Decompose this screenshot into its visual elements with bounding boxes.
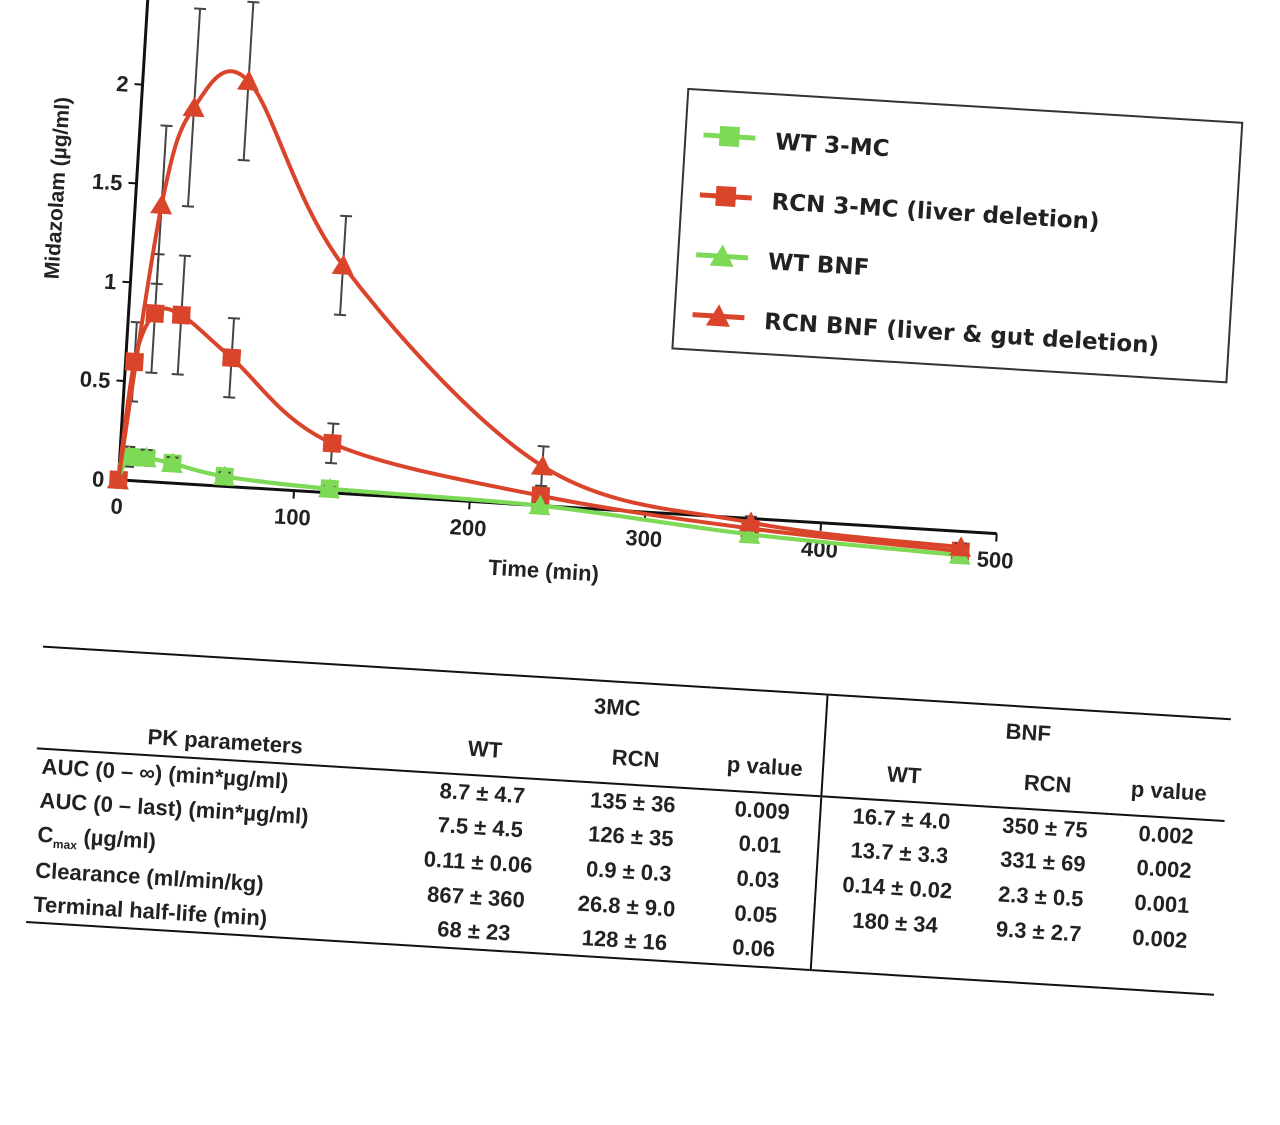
error-bar-cap xyxy=(537,444,550,448)
cell-p3: 0.06 xyxy=(731,934,776,963)
data-point xyxy=(145,303,165,324)
y-tick-label: 2 xyxy=(116,71,130,97)
error-bar-cap xyxy=(181,205,195,208)
data-point xyxy=(150,193,173,215)
cell-rcnb xyxy=(972,945,1102,988)
data-point xyxy=(738,523,761,545)
error-bar-cap xyxy=(160,124,173,128)
x-tick-label: 500 xyxy=(976,546,1014,573)
y-tick-label: 0 xyxy=(91,466,105,492)
data-point xyxy=(331,254,354,276)
error-bar-cap xyxy=(327,422,340,425)
legend-swatch-marker xyxy=(705,304,730,327)
error-bar-cap xyxy=(535,484,548,488)
data-point xyxy=(237,70,259,91)
error-bar-cap xyxy=(150,282,163,286)
cmax-main: C xyxy=(36,821,55,848)
error-bar-cap xyxy=(178,254,192,258)
cmax-unit: (µg/ml) xyxy=(76,824,157,854)
data-point xyxy=(530,455,553,476)
x-tick-label: 100 xyxy=(273,503,311,530)
error-bar-cap xyxy=(171,373,184,376)
cell-pb xyxy=(1099,953,1216,995)
axes-layer: 00.511.522.50100200300400500 xyxy=(79,0,1014,574)
x-tick-label: 0 xyxy=(110,493,124,519)
legend-box xyxy=(671,87,1244,384)
legend-swatch-marker xyxy=(718,125,741,148)
y-axis-label: Midazolam (µg/ml) xyxy=(41,96,75,280)
error-bar-cap xyxy=(194,7,207,11)
data-point xyxy=(160,452,183,473)
x-axis-label: Time (min) xyxy=(488,555,600,587)
legend-swatch-marker xyxy=(709,244,734,268)
data-point xyxy=(171,305,191,325)
data-point xyxy=(317,477,340,499)
legend-swatch-marker xyxy=(715,185,737,208)
series-3 xyxy=(106,0,972,557)
data-point xyxy=(528,494,551,516)
x-tick-label: 300 xyxy=(625,525,663,552)
error-bar-cap xyxy=(324,461,338,465)
y-tick-label: 1.5 xyxy=(91,169,123,196)
cell-rcn3: 128 ± 16 xyxy=(581,925,668,956)
data-point xyxy=(212,465,235,487)
error-bar-cap xyxy=(223,396,236,399)
y-tick-label: 0.5 xyxy=(79,366,111,393)
data-point xyxy=(182,96,205,118)
y-tick-label: 1 xyxy=(103,269,117,295)
y-axis-line xyxy=(116,0,152,480)
legend-entry: WT BNF xyxy=(696,244,870,281)
error-bar-cap xyxy=(247,0,260,4)
header-bnf-p: p value xyxy=(1130,776,1208,806)
data-point xyxy=(949,536,972,557)
error-bar-cap xyxy=(334,313,347,317)
series-layer xyxy=(106,0,972,565)
error-bar-cap xyxy=(145,371,158,375)
pk-line-chart: 00.511.522.50100200300400500 Midazolam (… xyxy=(41,0,1244,587)
rotated-figure-stage: 00.511.522.50100200300400500 Midazolam (… xyxy=(26,0,1244,997)
x-tick-label: 200 xyxy=(449,514,487,541)
data-point xyxy=(322,433,342,453)
header-bnf-rcn: RCN xyxy=(1023,769,1073,798)
error-bar-cap xyxy=(237,158,250,162)
data-point xyxy=(134,446,157,468)
data-point xyxy=(739,511,761,533)
header-3mc-p: p value xyxy=(726,751,804,782)
cmax-subscript: max xyxy=(52,836,78,853)
data-point xyxy=(106,468,129,490)
data-point xyxy=(222,348,242,368)
header-3mc-rcn: RCN xyxy=(611,744,661,773)
error-bar-cap xyxy=(340,214,353,218)
error-bar-cap xyxy=(227,316,241,320)
legend-label: WT BNF xyxy=(767,249,870,281)
